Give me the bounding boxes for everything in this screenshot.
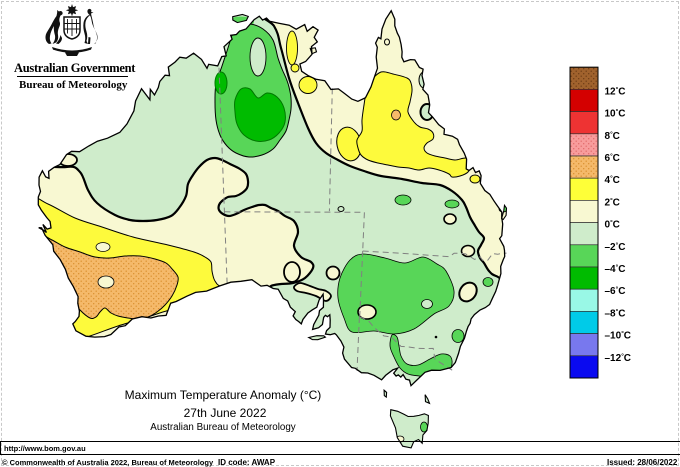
svg-text:–6°C: –6°C xyxy=(605,285,626,297)
svg-text:–8°C: –8°C xyxy=(605,307,626,319)
svg-text:8°C: 8°C xyxy=(605,130,620,142)
svg-text:12°C: 12°C xyxy=(605,85,626,97)
svg-text:–2°C: –2°C xyxy=(605,241,626,253)
svg-text:–10°C: –10°C xyxy=(605,330,632,342)
svg-text:10°C: 10°C xyxy=(605,108,626,120)
svg-text:–12°C: –12°C xyxy=(605,352,632,364)
svg-text:6°C: 6°C xyxy=(605,152,620,164)
svg-text:2°C: 2°C xyxy=(605,196,620,208)
svg-text:0°C: 0°C xyxy=(605,219,620,231)
svg-text:–4°C: –4°C xyxy=(605,263,626,275)
svg-text:4°C: 4°C xyxy=(605,174,620,186)
